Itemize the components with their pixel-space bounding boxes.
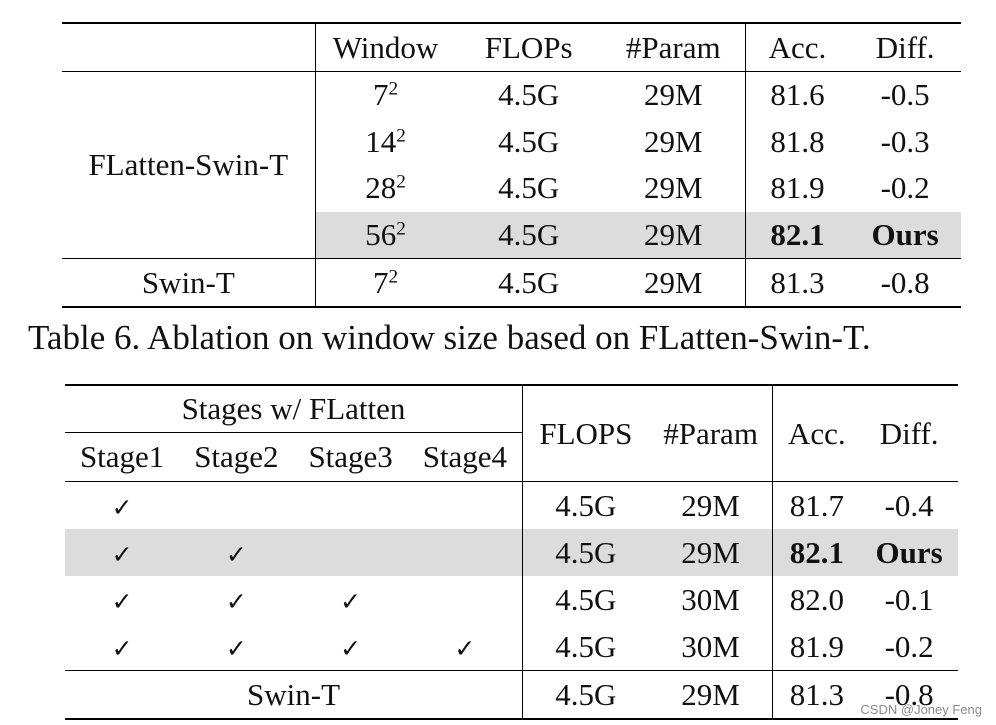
highlighted-row: ✓ ✓ 4.5G 29M 82.1 Ours — [65, 529, 958, 576]
window-size-table: Window FLOPs #Param Acc. Diff. FLatten-S… — [62, 22, 961, 308]
header-params: #Param — [648, 385, 773, 482]
table-header-row: Stages w/ FLatten FLOPS #Param Acc. Diff… — [65, 385, 958, 482]
check-mark: ✓ — [179, 623, 294, 671]
table-row: ✓ ✓ ✓ 4.5G 30M 82.0 -0.1 — [65, 576, 958, 623]
check-mark: ✓ — [179, 529, 294, 576]
acc-cell: 81.6 — [744, 71, 850, 119]
window-cell: 282 — [314, 165, 456, 212]
header-acc: Acc. — [772, 385, 861, 482]
stages-ablation-table: Stages w/ FLatten FLOPS #Param Acc. Diff… — [65, 384, 958, 720]
diff-cell: -0.8 — [880, 264, 930, 300]
header-window: Window — [314, 23, 456, 72]
empty-cell — [408, 576, 523, 623]
header-diff: Diff. — [860, 385, 958, 482]
header-empty-cell — [62, 23, 316, 72]
acc-cell: 82.0 — [772, 576, 861, 623]
baseline-label: Swin-T — [141, 264, 235, 300]
window-cell: 72 — [314, 258, 456, 307]
flops-cell: 4.5G — [521, 623, 649, 671]
diff-cell: -0.2 — [880, 170, 930, 206]
diff-cell: -0.3 — [880, 123, 930, 159]
params-cell: 29M — [681, 676, 740, 712]
check-mark: ✓ — [111, 586, 133, 616]
flops-cell: 4.5G — [521, 576, 649, 623]
table-row: 282 4.5G 29M 81.9 -0.2 — [62, 165, 961, 212]
header-stage4: Stage4 — [407, 432, 523, 482]
check-mark: ✓ — [340, 586, 362, 616]
empty-cell — [407, 529, 523, 576]
check-mark: ✓ — [65, 623, 180, 671]
flops-cell: 4.5G — [521, 670, 649, 719]
check-mark: ✓ — [407, 623, 523, 671]
table-caption: Table 6. Ablation on window size based o… — [28, 318, 871, 357]
header-stage2: Stage2 — [179, 432, 294, 482]
params-cell: 29M — [601, 211, 746, 260]
check-mark: ✓ — [65, 529, 180, 576]
window-cell: 562 — [314, 211, 456, 260]
table-row: ✓ 4.5G 29M 81.7 -0.4 — [65, 481, 958, 530]
check-mark: ✓ — [293, 623, 408, 671]
table-row: 142 4.5G 29M 81.8 -0.3 — [62, 118, 961, 166]
header-flops: FLOPS — [521, 385, 649, 482]
params-cell: 29M — [643, 77, 703, 113]
flops-cell: 4.5G — [455, 211, 602, 260]
acc-cell: 81.8 — [744, 118, 850, 166]
params-cell: 29M — [643, 170, 703, 206]
header-acc: Acc. — [744, 23, 850, 72]
header-params: #Param — [601, 23, 746, 72]
params-cell: 29M — [648, 529, 773, 576]
header-flops: FLOPs — [455, 23, 602, 72]
window-cell: 142 — [314, 118, 456, 166]
params-cell: 30M — [648, 623, 773, 671]
acc-cell: 81.9 — [744, 165, 850, 212]
table-row: ✓ ✓ ✓ ✓ 4.5G 30M 81.9 -0.2 — [65, 623, 958, 671]
flops-cell: 4.5G — [498, 123, 560, 159]
acc-cell: 81.3 — [772, 670, 861, 719]
flops-cell: 4.5G — [498, 77, 560, 113]
params-cell: 30M — [681, 581, 740, 617]
table-row: FLatten-Swin-T 72 4.5G 29M 81.6 -0.5 — [62, 71, 961, 260]
header-diff: Diff. — [849, 23, 961, 72]
empty-cell — [294, 482, 408, 530]
params-cell: 29M — [643, 264, 703, 300]
check-mark: ✓ — [111, 492, 133, 522]
params-cell: 29M — [681, 487, 740, 523]
baseline-row: Swin-T 4.5G 29M 81.3 -0.8 — [65, 670, 958, 719]
empty-cell — [293, 529, 408, 576]
flops-cell: 4.5G — [521, 529, 649, 576]
diff-cell: -0.4 — [884, 487, 934, 523]
diff-cell: -0.2 — [860, 623, 958, 671]
diff-cell: Ours — [849, 211, 961, 260]
params-cell: 29M — [643, 123, 703, 159]
highlighted-row: 562 4.5G 29M 82.1 Ours — [62, 211, 961, 260]
diff-cell: -0.5 — [880, 77, 930, 113]
empty-cell — [408, 482, 523, 530]
diff-cell: -0.8 — [884, 676, 934, 712]
header-stage1: Stage1 — [65, 432, 180, 482]
flops-cell: 4.5G — [521, 481, 649, 529]
table-header-row: Stage1 Stage2 Stage3 Stage4 — [65, 432, 958, 482]
baseline-row: Swin-T 72 4.5G 29M 81.3 -0.8 — [62, 258, 961, 307]
table-header-row: Window FLOPs #Param Acc. Diff. — [62, 23, 961, 72]
group-label: FLatten-Swin-T — [62, 71, 316, 260]
diff-cell: -0.1 — [884, 581, 934, 617]
flops-cell: 4.5G — [498, 264, 560, 300]
baseline-label: Swin-T — [247, 676, 340, 712]
watermark: CSDN @Joney Feng — [860, 702, 982, 717]
acc-cell: 81.3 — [744, 258, 850, 307]
flops-cell: 4.5G — [498, 170, 560, 206]
acc-cell: 81.9 — [772, 623, 861, 671]
acc-cell: 81.7 — [772, 481, 861, 529]
acc-cell: 82.1 — [772, 529, 861, 576]
header-stage3: Stage3 — [293, 432, 408, 482]
stages-group-header: Stages w/ FLatten — [65, 385, 523, 433]
window-cell: 72 — [314, 71, 456, 119]
acc-cell: 82.1 — [744, 211, 850, 260]
diff-cell: Ours — [860, 529, 958, 576]
check-mark: ✓ — [225, 586, 247, 616]
empty-cell — [179, 482, 293, 530]
